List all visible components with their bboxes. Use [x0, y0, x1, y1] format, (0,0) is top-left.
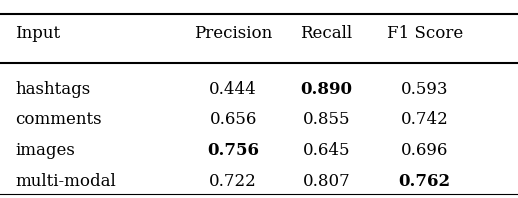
Text: 0.444: 0.444: [209, 81, 257, 98]
Text: 0.742: 0.742: [401, 111, 449, 128]
Text: comments: comments: [16, 111, 102, 128]
Text: 0.696: 0.696: [401, 142, 449, 159]
Text: Precision: Precision: [194, 25, 272, 42]
Text: 0.645: 0.645: [303, 142, 350, 159]
Text: 0.890: 0.890: [300, 81, 352, 98]
Text: multi-modal: multi-modal: [16, 173, 116, 190]
Text: hashtags: hashtags: [16, 81, 91, 98]
Text: 0.807: 0.807: [303, 173, 350, 190]
Text: Recall: Recall: [300, 25, 352, 42]
Text: images: images: [16, 142, 76, 159]
Text: 0.593: 0.593: [401, 81, 449, 98]
Text: 0.722: 0.722: [209, 173, 257, 190]
Text: Input: Input: [16, 25, 61, 42]
Text: 0.855: 0.855: [303, 111, 350, 128]
Text: F1 Score: F1 Score: [386, 25, 463, 42]
Text: 0.756: 0.756: [207, 142, 259, 159]
Text: 0.656: 0.656: [209, 111, 257, 128]
Text: 0.762: 0.762: [399, 173, 451, 190]
